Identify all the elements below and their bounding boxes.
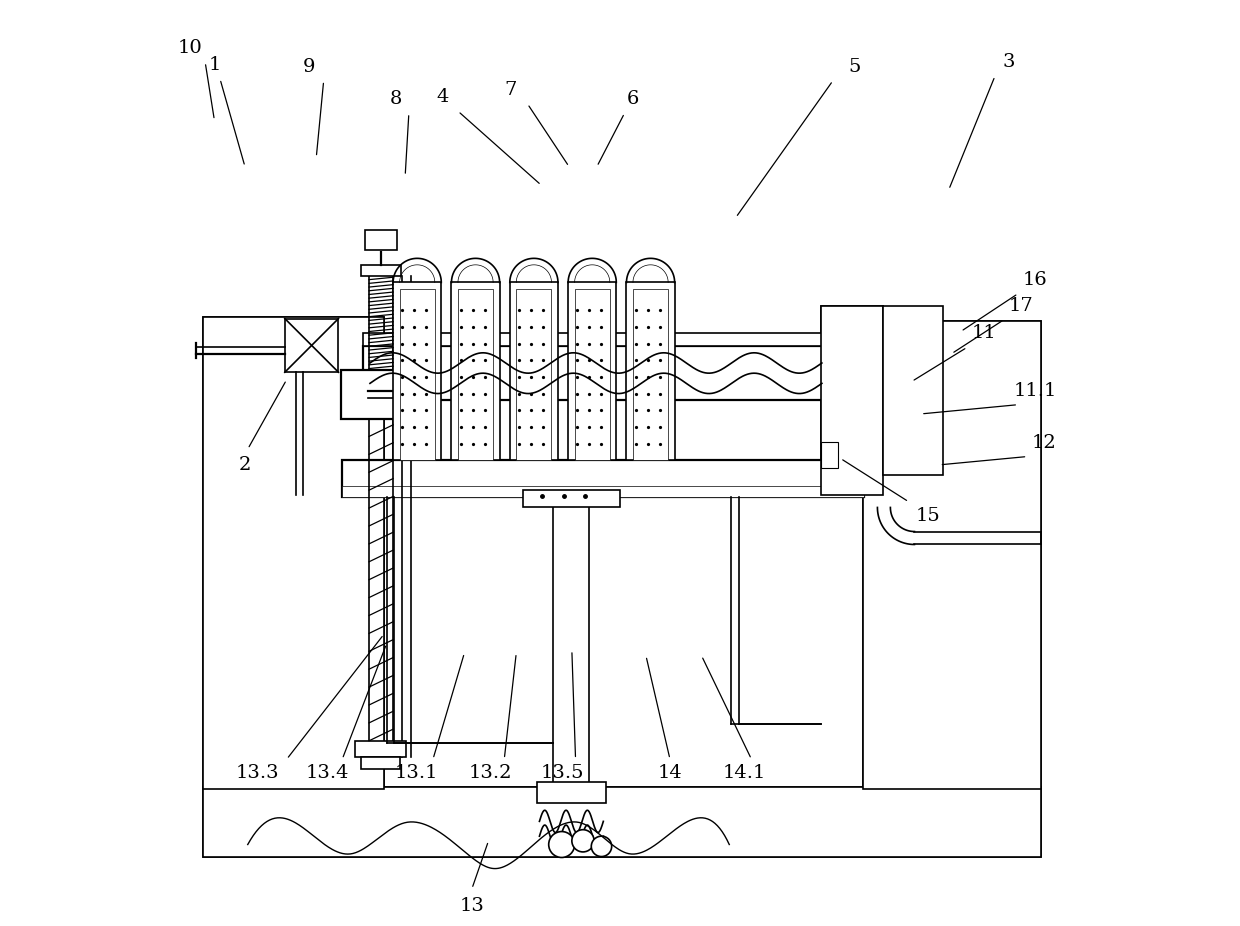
Text: 13.2: 13.2 xyxy=(469,764,512,782)
Bar xyxy=(863,321,1042,789)
Bar xyxy=(203,317,384,789)
Text: 9: 9 xyxy=(303,57,315,76)
Text: 4: 4 xyxy=(436,88,449,106)
Bar xyxy=(361,757,399,769)
Bar xyxy=(362,346,830,400)
Text: 13.4: 13.4 xyxy=(305,764,350,782)
Text: 16: 16 xyxy=(1023,270,1048,289)
Text: 7: 7 xyxy=(505,81,517,99)
Text: 3: 3 xyxy=(1003,53,1016,71)
Bar xyxy=(821,306,883,495)
Bar xyxy=(574,289,610,460)
Text: 2: 2 xyxy=(239,456,252,474)
Circle shape xyxy=(572,830,594,852)
Text: 8: 8 xyxy=(389,90,402,108)
Bar xyxy=(342,460,863,497)
Bar xyxy=(821,306,883,495)
Bar xyxy=(883,306,944,475)
Circle shape xyxy=(548,832,574,857)
Bar xyxy=(362,333,830,346)
Bar xyxy=(361,265,402,276)
Text: 5: 5 xyxy=(848,57,861,76)
Bar xyxy=(458,289,494,460)
Bar xyxy=(341,370,420,419)
Bar xyxy=(203,787,1042,857)
Bar xyxy=(523,490,620,507)
Text: 10: 10 xyxy=(179,39,202,57)
Bar xyxy=(632,289,668,460)
Bar xyxy=(568,282,616,460)
Text: 11: 11 xyxy=(972,324,996,343)
Bar xyxy=(203,317,384,789)
Bar xyxy=(451,282,500,460)
Bar xyxy=(510,282,558,460)
Bar xyxy=(399,289,435,460)
Text: 13.3: 13.3 xyxy=(236,764,279,782)
Bar xyxy=(285,319,339,372)
Bar xyxy=(366,230,397,250)
Bar xyxy=(821,442,837,468)
Text: 6: 6 xyxy=(626,90,639,108)
Text: 17: 17 xyxy=(1008,296,1033,315)
Bar xyxy=(863,321,1042,789)
Text: 11.1: 11.1 xyxy=(1013,382,1056,400)
Text: 15: 15 xyxy=(916,507,941,525)
Bar xyxy=(402,380,420,411)
Text: 13: 13 xyxy=(459,896,485,915)
Text: 14: 14 xyxy=(657,764,682,782)
Text: 13.5: 13.5 xyxy=(541,764,584,782)
Text: 1: 1 xyxy=(208,56,221,74)
Bar xyxy=(203,787,1042,857)
Bar xyxy=(537,782,606,803)
Text: 13.1: 13.1 xyxy=(394,764,438,782)
Bar xyxy=(342,486,863,497)
Circle shape xyxy=(591,836,611,857)
Bar xyxy=(516,289,552,460)
Text: 14.1: 14.1 xyxy=(723,764,766,782)
Bar xyxy=(393,282,441,460)
Bar xyxy=(355,741,405,757)
Bar xyxy=(626,282,675,460)
Bar xyxy=(553,497,589,789)
Text: 12: 12 xyxy=(1032,433,1056,452)
